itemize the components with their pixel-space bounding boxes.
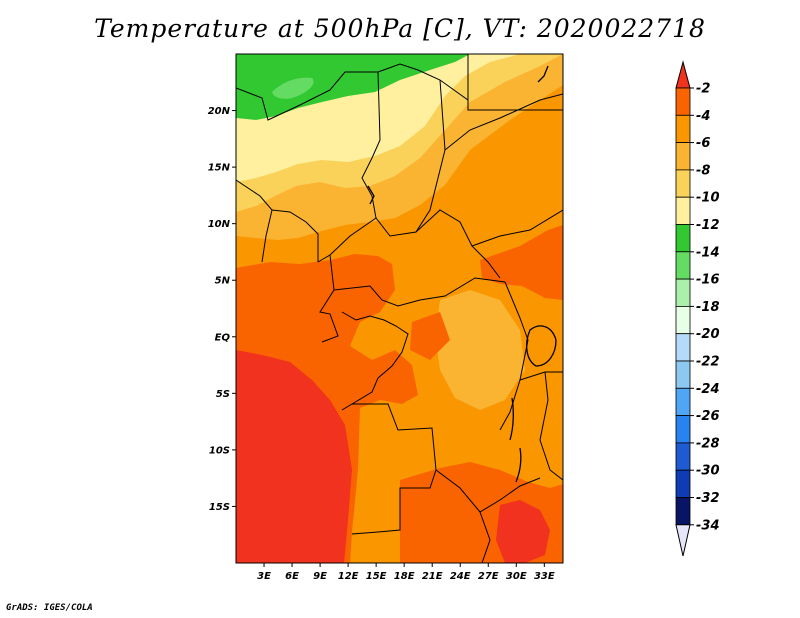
- colorbar-label: -6: [696, 136, 710, 151]
- colorbar-segment: [675, 196, 691, 225]
- colorbar-segment: [675, 169, 691, 198]
- colorbar-segment: [675, 360, 691, 389]
- lon-tick-label: 18E: [394, 571, 415, 582]
- lat-tick-label: 15S: [209, 502, 230, 513]
- band-ge-m2-west: [236, 350, 352, 563]
- lon-tick-label: 3E: [257, 571, 271, 582]
- colorbar-label: -20: [696, 327, 720, 342]
- lat-tick-label: EQ: [215, 332, 231, 343]
- colorbar-label: -4: [696, 109, 710, 124]
- colorbar-label: -16: [696, 273, 720, 288]
- colorbar-segment: [675, 251, 691, 280]
- lat-tick-label: 10N: [208, 219, 231, 230]
- colorbar-label: -34: [696, 518, 720, 533]
- band-m14-m16: [272, 77, 314, 99]
- grads-credit: GrADS: IGES/COLA: [6, 603, 93, 613]
- lat-tick-label: 5N: [215, 276, 231, 287]
- map-frame: [235, 53, 564, 564]
- colorbar-label: -8: [696, 163, 710, 178]
- colorbar-label: -28: [696, 436, 720, 451]
- colorbar-label: -26: [696, 409, 720, 424]
- colorbar-segment: [675, 224, 691, 253]
- temperature-field: [236, 54, 563, 563]
- lon-tick-label: 12E: [338, 571, 359, 582]
- colorbar-segment: [675, 387, 691, 416]
- colorbar-segment: [675, 415, 691, 444]
- colorbar-label: -18: [696, 300, 720, 315]
- longitude-ticks: 3E 6E 9E 12E 15E 18E 21E 24E 27E 30E 33E: [257, 563, 555, 582]
- colorbar-segment: [675, 305, 691, 335]
- colorbar-segment: [675, 469, 691, 498]
- lon-tick-label: 9E: [313, 571, 327, 582]
- colorbar-label: -32: [696, 491, 720, 506]
- colorbar-label: -10: [696, 191, 720, 206]
- colorbar-segment: [675, 442, 691, 471]
- colorbar-label: -2: [696, 82, 710, 97]
- band-ge-m2-south: [496, 500, 550, 563]
- lat-tick-label: 15N: [208, 163, 231, 174]
- band-m2-m4-center: [410, 312, 450, 360]
- lon-tick-label: 27E: [478, 571, 499, 582]
- lon-tick-label: 6E: [285, 571, 299, 582]
- colorbar-segment: [675, 333, 691, 362]
- colorbar-segment: [675, 497, 691, 526]
- colorbar-segment: [675, 87, 691, 116]
- colorbar-segment: [675, 278, 691, 307]
- lat-tick-label: 5S: [216, 389, 230, 400]
- lon-tick-label: 33E: [534, 571, 555, 582]
- colorbar-label: -14: [696, 245, 720, 260]
- latitude-ticks: 20N 15N 10N 5N EQ 5S 10S 15S: [208, 106, 236, 513]
- lat-tick-label: 20N: [208, 106, 231, 117]
- colorbar-label: -30: [696, 464, 720, 479]
- colorbar-segment: [675, 114, 691, 144]
- band-m6-m8-east: [435, 290, 525, 410]
- country-boundaries: [236, 54, 563, 563]
- colorbar-bottom-triangle: [675, 524, 691, 557]
- lon-tick-label: 15E: [366, 571, 387, 582]
- map-title: Temperature at 500hPa [C], VT: 202002271…: [94, 14, 706, 43]
- lon-tick-label: 21E: [422, 571, 443, 582]
- colorbar-label: -22: [696, 355, 720, 370]
- colorbar-top-triangle: [675, 60, 691, 89]
- lakes: [367, 65, 557, 483]
- colorbar-label: -24: [696, 382, 720, 397]
- lon-tick-label: 30E: [506, 571, 527, 582]
- colorbar: -2 -4 -6 -8 -10 -12 -14 -16 -18 -20 -22 -24 -26 -28 -3…: [675, 60, 720, 557]
- band-m12-m14: [236, 54, 470, 120]
- colorbar-label: -12: [696, 218, 720, 233]
- lon-tick-label: 24E: [450, 571, 471, 582]
- lat-tick-label: 10S: [209, 445, 230, 456]
- colorbar-segment: [675, 142, 691, 171]
